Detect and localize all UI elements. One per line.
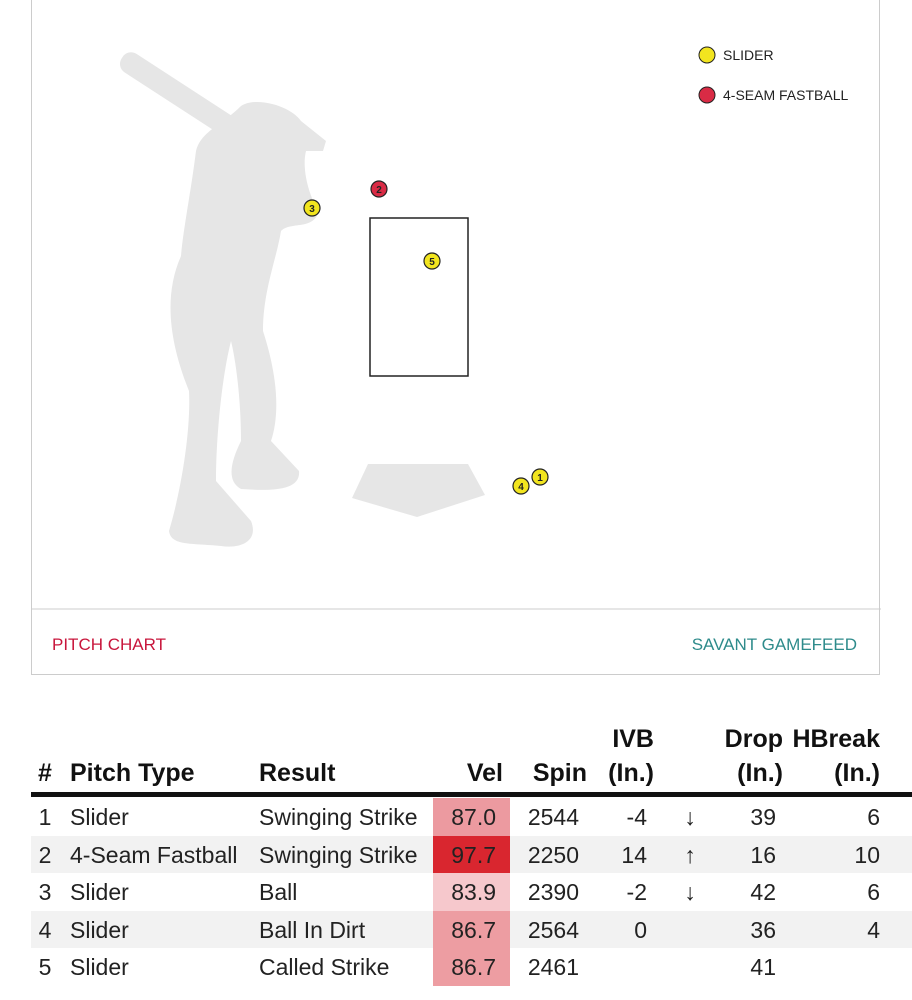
column-header: (In.) [737,759,783,787]
column-header: (In.) [834,759,880,787]
cell-pitch-type: Slider [70,916,129,943]
cell-spin: 2564 [527,916,579,943]
pitch-number: 4 [518,482,524,493]
pitch-dot [303,199,321,217]
pitch-number: 5 [429,257,435,268]
cell-drop: 39 [750,804,776,830]
cell-ivb: -4 [626,804,647,830]
legend: SLIDER 4-SEAM FASTBALL [698,46,848,104]
cell-vel: 86.7 [451,916,496,943]
cell-ivb: 14 [621,841,647,868]
vel-cell-bg [433,835,510,873]
cell-result: Swinging Strike [259,804,418,830]
cell-hbreak: 4 [867,916,880,943]
column-header: Result [259,759,336,787]
legend-label: 4-SEAM FASTBALL [723,87,848,103]
cell-spin: 2544 [527,804,579,830]
legend-swatch [698,46,716,64]
column-header: # [38,759,52,787]
pitch-number: 3 [309,204,315,215]
batter-silhouette [169,101,326,547]
cell-pitch-type: Slider [70,954,129,980]
cell-pitch-type: 4-Seam Fastball [70,841,238,868]
pitch-dot [370,180,388,198]
cell-drop: 42 [750,879,776,905]
cell-hbreak: 10 [854,841,880,868]
cell-num: 2 [38,841,52,868]
footer-right[interactable]: SAVANT GAMEFEED [691,635,857,654]
cell-result: Swinging Strike [259,841,418,868]
cell-num: 3 [38,879,52,905]
cell-vel: 83.9 [451,879,496,905]
cell-pitch-type: Slider [70,879,129,905]
legend-label: SLIDER [723,47,774,63]
cell-ivb: 0 [634,916,647,943]
vel-cell-bg [433,873,510,911]
cell-num: 5 [38,954,52,980]
column-header: IVB [612,725,654,753]
footer-left: PITCH CHART [52,635,166,654]
pitch-dot [512,477,530,495]
column-header: Drop [724,725,783,753]
column-header: HBreak [792,725,880,753]
home-plate [352,464,485,517]
cell-drop: 41 [750,954,776,980]
cell-drop: 16 [750,841,776,868]
cell-num: 4 [38,916,52,943]
pitch-dots: 1 2 3 4 5 [303,180,549,495]
cell-ivb: -2 [626,879,647,905]
cell-result: Ball [259,879,298,905]
pitch-chart-canvas: 1 2 3 4 5 SLIDER 4-SEAM FASTBALL [32,46,881,610]
cell-result: Called Strike [259,954,390,980]
legend-swatch [698,86,716,104]
cell-spin: 2461 [527,954,579,980]
cell-drop: 36 [750,916,776,943]
vel-cell-bg [433,910,510,948]
bat [119,52,251,145]
pitch-dot [531,468,549,486]
pitch-number: 2 [376,185,382,196]
vel-cell-bg [433,798,510,836]
cell-spin: 2250 [527,841,579,868]
vel-cell-bg [433,948,510,986]
column-header: Pitch Type [70,759,195,787]
cell-hbreak: 6 [867,879,880,905]
cell-pitch-type: Slider [70,804,129,830]
pitch-number: 1 [537,473,543,484]
pitch-table: # Pitch Type Result Vel Spin IVB (In.) Drop (In.… [0,700,912,1000]
pitch-dot [423,252,441,270]
cell-num: 1 [38,804,52,830]
cell-arrow: ↓ [684,879,696,905]
header-rule [31,792,912,797]
cell-vel: 86.7 [451,954,496,980]
column-header: (In.) [608,759,654,787]
cell-spin: 2390 [527,879,579,905]
cell-result: Ball In Dirt [259,916,366,943]
cell-arrow: ↑ [684,841,696,868]
strike-zone [369,217,469,377]
column-header: Spin [532,759,587,787]
column-header: Vel [466,759,503,787]
cell-vel: 87.0 [451,804,496,830]
cell-hbreak: 6 [867,804,880,830]
cell-vel: 97.7 [451,841,496,868]
cell-arrow: ↓ [684,804,696,830]
